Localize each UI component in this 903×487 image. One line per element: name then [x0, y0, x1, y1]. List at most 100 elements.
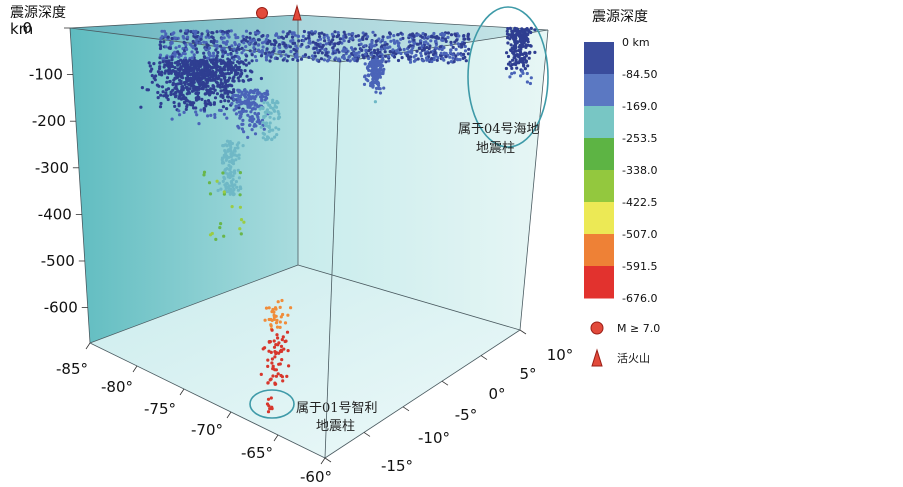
hypocenter-point: [221, 95, 225, 100]
hypocenter-point: [232, 88, 236, 92]
hypocenter-point: [177, 52, 181, 56]
hypocenter-point: [316, 43, 320, 47]
hypocenter-point: [233, 41, 237, 45]
hypocenter-point: [246, 135, 250, 139]
hypocenter-point: [318, 37, 323, 41]
hypocenter-point: [374, 75, 378, 79]
hypocenter-point: [294, 49, 298, 53]
hypocenter-point: [266, 135, 270, 140]
hypocenter-point: [160, 73, 164, 77]
hypocenter-point: [218, 85, 222, 89]
hypocenter-point: [392, 55, 397, 59]
hypocenter-point: [271, 307, 275, 312]
hypocenter-point: [200, 97, 204, 101]
hypocenter-point: [202, 55, 206, 59]
hypocenter-point: [256, 31, 260, 35]
hypocenter-point: [264, 37, 268, 42]
hypocenter-point: [232, 47, 236, 51]
hypocenter-point: [226, 172, 230, 176]
hypocenter-point: [195, 88, 199, 92]
hypocenter-point: [323, 48, 327, 52]
hypocenter-point: [528, 44, 532, 48]
hypocenter-point: [230, 91, 234, 95]
hypocenter-point: [430, 59, 434, 64]
hypocenter-point: [364, 48, 368, 53]
hypocenter-point: [271, 366, 275, 370]
hypocenter-point: [233, 54, 237, 58]
hypocenter-point: [202, 170, 207, 174]
hypocenter-point: [227, 83, 231, 87]
colorbar-swatch: [584, 266, 614, 299]
hypocenter-point: [379, 47, 383, 51]
hypocenter-point: [466, 34, 470, 38]
hypocenter-point: [172, 78, 176, 82]
hypocenter-point: [237, 106, 241, 110]
hypocenter-point: [237, 153, 241, 157]
hypocenter-point: [336, 34, 340, 38]
hypocenter-point: [462, 37, 467, 41]
hypocenter-point: [159, 101, 163, 106]
hypocenter-point: [199, 61, 204, 65]
hypocenter-point: [184, 58, 188, 63]
hypocenter-point: [308, 41, 312, 45]
hypocenter-point: [173, 61, 178, 65]
hypocenter-point: [529, 76, 533, 80]
hypocenter-point: [430, 57, 434, 61]
lon-tick-mark: [85, 342, 91, 350]
hypocenter-point: [273, 43, 277, 47]
hypocenter-point: [529, 30, 533, 35]
hypocenter-point: [158, 105, 163, 109]
hypocenter-point: [185, 47, 189, 52]
hypocenter-point: [348, 37, 352, 41]
hypocenter-point: [222, 46, 226, 51]
hypocenter-point: [225, 107, 229, 111]
hypocenter-point: [248, 49, 252, 53]
hypocenter-point: [273, 101, 277, 105]
hypocenter-point: [237, 47, 241, 51]
hypocenter-point: [202, 73, 206, 77]
hypocenter-point: [159, 40, 163, 44]
hypocenter-point: [266, 410, 271, 414]
hypocenter-point: [415, 49, 419, 53]
hypocenter-point: [292, 47, 296, 52]
hypocenter-point: [297, 39, 301, 43]
hypocenter-point: [232, 171, 237, 175]
depth-tick-label: 0: [22, 19, 32, 37]
hypocenter-point: [407, 45, 411, 49]
hypocenter-point: [424, 52, 428, 56]
hypocenter-point: [377, 37, 381, 41]
hypocenter-point: [219, 89, 223, 93]
hypocenter-point: [161, 60, 165, 64]
hypocenter-point: [289, 39, 293, 43]
hypocenter-point: [286, 313, 290, 317]
hypocenter-point: [178, 94, 182, 98]
hypocenter-point: [277, 351, 281, 355]
hypocenter-point: [159, 93, 163, 97]
hypocenter-point: [218, 44, 223, 48]
hypocenter-point: [206, 33, 210, 37]
hypocenter-point: [197, 96, 201, 100]
hypocenter-point: [446, 35, 450, 40]
hypocenter-point: [425, 45, 429, 50]
hypocenter-point: [269, 323, 273, 327]
hypocenter-point: [397, 51, 401, 55]
hypocenter-point: [168, 46, 172, 51]
hypocenter-point: [428, 44, 432, 48]
hypocenter-point: [195, 63, 199, 67]
hypocenter-point: [290, 35, 295, 39]
hypocenter-point: [224, 80, 228, 84]
hypocenter-point: [252, 100, 256, 104]
hypocenter-point: [156, 70, 160, 74]
hypocenter-point: [222, 85, 226, 89]
lon-tick-mark: [132, 365, 138, 373]
hypocenter-point: [505, 29, 509, 33]
hypocenter-point: [511, 36, 516, 40]
hypocenter-point: [250, 53, 254, 57]
hypocenter-point: [259, 54, 264, 58]
hypocenter-point: [364, 32, 368, 36]
hypocenter-point: [173, 66, 177, 70]
depth-tick-label: -400: [38, 205, 72, 223]
hypocenter-point: [266, 358, 270, 362]
hypocenter-point: [422, 40, 426, 45]
hypocenter-point: [386, 35, 390, 40]
